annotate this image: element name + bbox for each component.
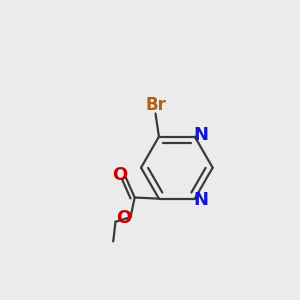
Text: N: N (194, 126, 209, 144)
Text: N: N (194, 191, 209, 209)
Text: O: O (116, 209, 131, 227)
Text: O: O (112, 166, 127, 184)
Text: Br: Br (145, 97, 166, 115)
